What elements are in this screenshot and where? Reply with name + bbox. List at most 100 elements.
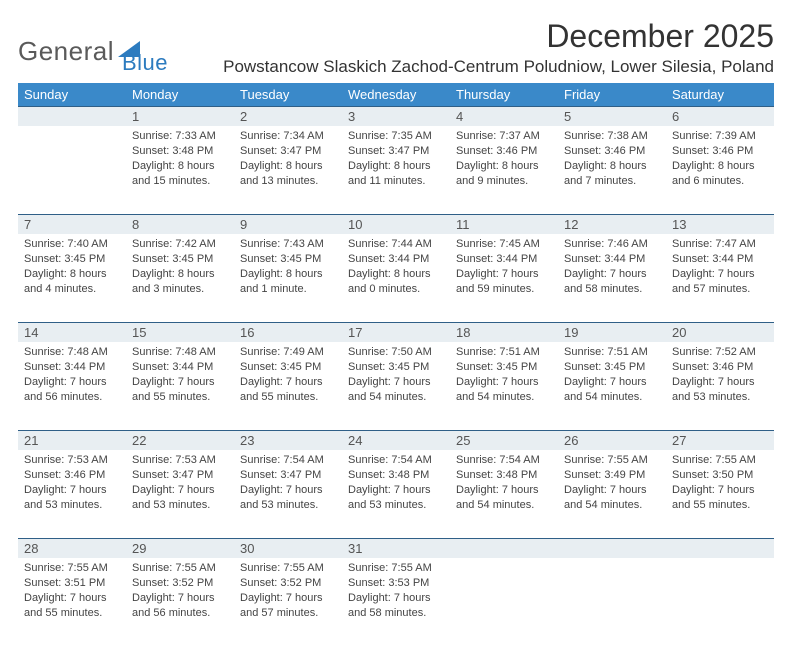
cell-line: Sunset: 3:47 PM xyxy=(348,144,444,159)
cell-line: Daylight: 7 hours xyxy=(456,375,552,390)
cell-line: Sunrise: 7:51 AM xyxy=(564,345,660,360)
cell-line: Sunset: 3:44 PM xyxy=(456,252,552,267)
logo-text-2: Blue xyxy=(122,50,168,76)
day-number: 13 xyxy=(666,215,774,234)
cell-line: Daylight: 7 hours xyxy=(132,375,228,390)
cell-line: and 59 minutes. xyxy=(456,282,552,297)
day-cell: Sunrise: 7:55 AMSunset: 3:50 PMDaylight:… xyxy=(666,450,774,538)
day-cell: Sunrise: 7:33 AMSunset: 3:48 PMDaylight:… xyxy=(126,126,234,214)
week-row: Sunrise: 7:40 AMSunset: 3:45 PMDaylight:… xyxy=(18,234,774,322)
cell-line: Sunrise: 7:49 AM xyxy=(240,345,336,360)
cell-line: Daylight: 8 hours xyxy=(240,267,336,282)
cell-line: Sunrise: 7:42 AM xyxy=(132,237,228,252)
cell-line: Daylight: 7 hours xyxy=(348,483,444,498)
day-number: 31 xyxy=(342,539,450,558)
cell-line: Daylight: 8 hours xyxy=(240,159,336,174)
cell-line: Sunrise: 7:39 AM xyxy=(672,129,768,144)
cell-line: Sunset: 3:52 PM xyxy=(240,576,336,591)
cell-line: and 58 minutes. xyxy=(348,606,444,621)
cell-line: Sunrise: 7:53 AM xyxy=(24,453,120,468)
day-number: 21 xyxy=(18,431,126,450)
day-cell xyxy=(558,558,666,646)
week-row: Sunrise: 7:53 AMSunset: 3:46 PMDaylight:… xyxy=(18,450,774,538)
day-cell: Sunrise: 7:34 AMSunset: 3:47 PMDaylight:… xyxy=(234,126,342,214)
cell-line: Sunset: 3:47 PM xyxy=(240,468,336,483)
cell-line: Sunrise: 7:33 AM xyxy=(132,129,228,144)
day-number: 14 xyxy=(18,323,126,342)
cell-line: Sunrise: 7:55 AM xyxy=(672,453,768,468)
cell-line: Daylight: 7 hours xyxy=(24,591,120,606)
cell-line: Sunrise: 7:48 AM xyxy=(132,345,228,360)
day-number: 30 xyxy=(234,539,342,558)
cell-line: and 9 minutes. xyxy=(456,174,552,189)
day-number: 9 xyxy=(234,215,342,234)
day-header-cell: Monday xyxy=(126,83,234,106)
day-cell: Sunrise: 7:46 AMSunset: 3:44 PMDaylight:… xyxy=(558,234,666,322)
day-cell: Sunrise: 7:40 AMSunset: 3:45 PMDaylight:… xyxy=(18,234,126,322)
day-cell: Sunrise: 7:55 AMSunset: 3:51 PMDaylight:… xyxy=(18,558,126,646)
calendar: SundayMondayTuesdayWednesdayThursdayFrid… xyxy=(18,83,774,646)
logo: General Blue xyxy=(18,26,168,76)
day-header-cell: Tuesday xyxy=(234,83,342,106)
cell-line: and 53 minutes. xyxy=(348,498,444,513)
day-header-cell: Thursday xyxy=(450,83,558,106)
day-cell xyxy=(18,126,126,214)
day-header-cell: Wednesday xyxy=(342,83,450,106)
cell-line: Sunrise: 7:34 AM xyxy=(240,129,336,144)
cell-line: and 54 minutes. xyxy=(456,390,552,405)
cell-line: and 53 minutes. xyxy=(240,498,336,513)
cell-line: Sunset: 3:48 PM xyxy=(456,468,552,483)
day-cell: Sunrise: 7:50 AMSunset: 3:45 PMDaylight:… xyxy=(342,342,450,430)
day-number: 12 xyxy=(558,215,666,234)
cell-line: Sunset: 3:45 PM xyxy=(24,252,120,267)
cell-line: Sunset: 3:50 PM xyxy=(672,468,768,483)
cell-line: Daylight: 7 hours xyxy=(24,375,120,390)
day-num-row: 28293031... xyxy=(18,538,774,558)
cell-line: Sunset: 3:53 PM xyxy=(348,576,444,591)
day-header-row: SundayMondayTuesdayWednesdayThursdayFrid… xyxy=(18,83,774,106)
cell-line: Daylight: 7 hours xyxy=(132,591,228,606)
day-cell: Sunrise: 7:51 AMSunset: 3:45 PMDaylight:… xyxy=(558,342,666,430)
day-number: 16 xyxy=(234,323,342,342)
cell-line: Sunrise: 7:54 AM xyxy=(456,453,552,468)
cell-line: and 7 minutes. xyxy=(564,174,660,189)
day-number: . xyxy=(558,539,666,558)
day-header-cell: Friday xyxy=(558,83,666,106)
day-cell: Sunrise: 7:38 AMSunset: 3:46 PMDaylight:… xyxy=(558,126,666,214)
day-number: . xyxy=(666,539,774,558)
cell-line: Sunset: 3:45 PM xyxy=(132,252,228,267)
day-number: 17 xyxy=(342,323,450,342)
cell-line: and 54 minutes. xyxy=(456,498,552,513)
day-number: 28 xyxy=(18,539,126,558)
day-num-row: 21222324252627 xyxy=(18,430,774,450)
cell-line: and 53 minutes. xyxy=(24,498,120,513)
cell-line: Daylight: 8 hours xyxy=(132,159,228,174)
day-cell: Sunrise: 7:48 AMSunset: 3:44 PMDaylight:… xyxy=(126,342,234,430)
cell-line: Sunrise: 7:55 AM xyxy=(240,561,336,576)
cell-line: Daylight: 8 hours xyxy=(24,267,120,282)
day-cell xyxy=(666,558,774,646)
day-cell: Sunrise: 7:35 AMSunset: 3:47 PMDaylight:… xyxy=(342,126,450,214)
cell-line: Sunrise: 7:35 AM xyxy=(348,129,444,144)
cell-line: Sunset: 3:49 PM xyxy=(564,468,660,483)
day-cell: Sunrise: 7:52 AMSunset: 3:46 PMDaylight:… xyxy=(666,342,774,430)
cell-line: Daylight: 7 hours xyxy=(564,267,660,282)
day-number: 26 xyxy=(558,431,666,450)
cell-line: Sunset: 3:48 PM xyxy=(132,144,228,159)
cell-line: and 13 minutes. xyxy=(240,174,336,189)
day-cell xyxy=(450,558,558,646)
cell-line: Daylight: 8 hours xyxy=(564,159,660,174)
cell-line: Sunset: 3:52 PM xyxy=(132,576,228,591)
day-cell: Sunrise: 7:53 AMSunset: 3:47 PMDaylight:… xyxy=(126,450,234,538)
day-number: 29 xyxy=(126,539,234,558)
cell-line: and 3 minutes. xyxy=(132,282,228,297)
day-number: 7 xyxy=(18,215,126,234)
cell-line: Sunset: 3:51 PM xyxy=(24,576,120,591)
cell-line: Sunrise: 7:43 AM xyxy=(240,237,336,252)
cell-line: Sunrise: 7:40 AM xyxy=(24,237,120,252)
cell-line: and 56 minutes. xyxy=(24,390,120,405)
cell-line: Sunrise: 7:55 AM xyxy=(132,561,228,576)
cell-line: Daylight: 8 hours xyxy=(456,159,552,174)
cell-line: Daylight: 7 hours xyxy=(564,483,660,498)
cell-line: and 6 minutes. xyxy=(672,174,768,189)
